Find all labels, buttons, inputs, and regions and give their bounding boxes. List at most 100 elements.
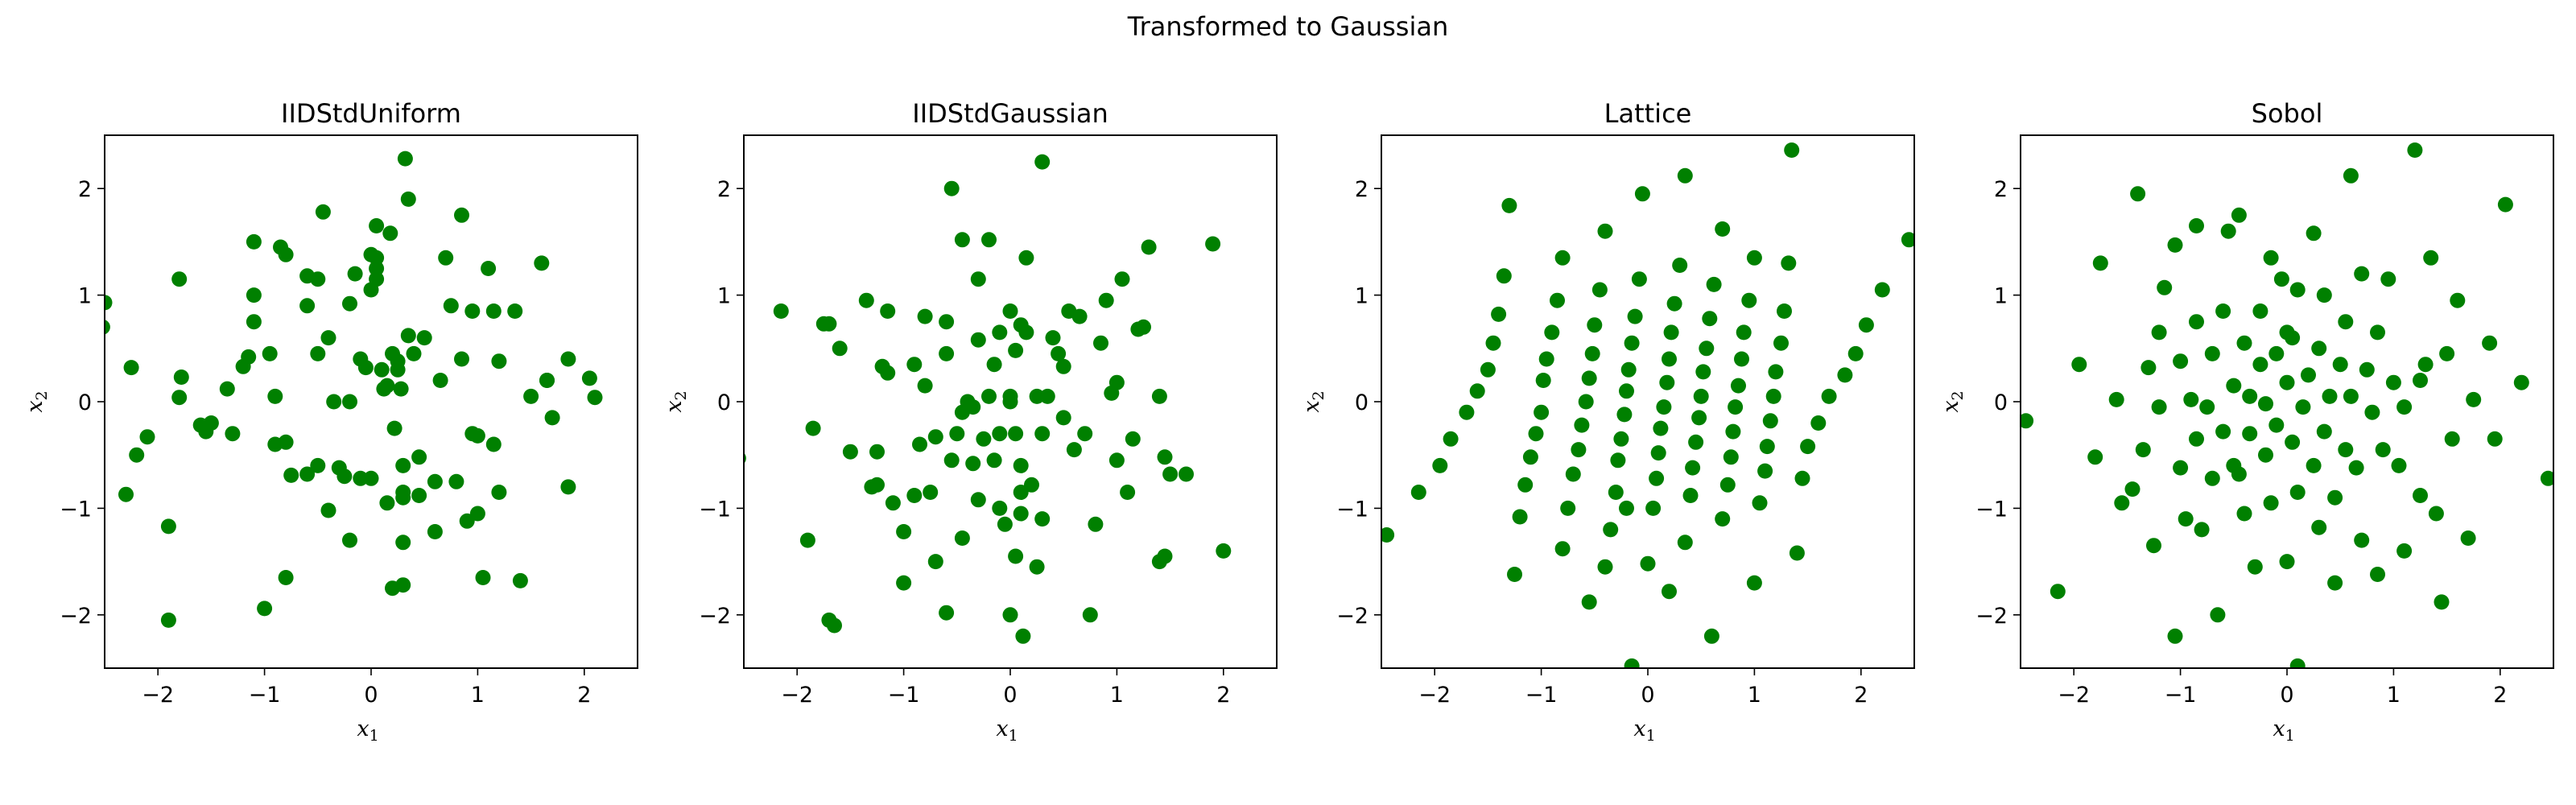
data-point	[2252, 357, 2268, 373]
data-point	[2189, 218, 2204, 233]
data-point	[2295, 399, 2311, 415]
data-point	[976, 431, 992, 447]
data-point	[2439, 345, 2455, 361]
data-point	[2236, 335, 2252, 351]
data-point	[2135, 442, 2151, 458]
y-tick-label: 1	[717, 284, 731, 309]
data-point	[1410, 485, 1426, 500]
data-point	[970, 332, 986, 348]
x-tick-label: 1	[1110, 683, 1124, 708]
data-point	[773, 303, 789, 319]
data-point	[1736, 324, 1752, 341]
y-tick-label: −2	[60, 604, 92, 629]
data-point	[491, 353, 507, 369]
y-axis-label-sub: 2	[672, 390, 690, 400]
data-point	[1837, 367, 1853, 383]
x-axis-label-sub: 1	[1646, 727, 1656, 745]
y-tick-label: 0	[1355, 390, 1368, 415]
data-point	[1741, 292, 1757, 308]
data-point	[1672, 258, 1688, 273]
data-point	[2236, 506, 2252, 522]
scatter-points	[744, 154, 1232, 644]
data-point	[2167, 237, 2183, 253]
y-tick-label: −2	[1336, 604, 1368, 629]
data-point	[2258, 447, 2273, 463]
data-point	[2231, 207, 2247, 223]
data-point	[2348, 460, 2364, 476]
data-point	[320, 502, 336, 518]
data-point	[129, 447, 145, 463]
data-point	[299, 298, 316, 314]
data-point	[459, 513, 475, 529]
data-point	[1685, 460, 1701, 476]
data-point	[1179, 466, 1194, 482]
data-point	[2380, 271, 2396, 287]
data-point	[1501, 197, 1517, 213]
x-axis-label-main: x	[996, 716, 1008, 741]
data-point	[1597, 559, 1613, 575]
data-point	[1702, 311, 1718, 327]
data-point	[2087, 449, 2103, 465]
data-point	[2021, 413, 2034, 429]
x-axis-label: x1	[1633, 716, 1655, 745]
data-point	[1024, 477, 1039, 493]
data-point	[1784, 142, 1800, 158]
data-point	[2513, 374, 2529, 390]
data-point	[1663, 324, 1679, 341]
data-point	[363, 470, 379, 486]
data-point	[869, 444, 885, 460]
data-point	[454, 351, 469, 367]
data-point	[2289, 658, 2306, 668]
scatter-points	[105, 151, 603, 628]
data-point	[2417, 357, 2434, 373]
data-point	[1114, 271, 1130, 287]
data-point	[1699, 341, 1715, 357]
y-axis-label-main: x	[1299, 400, 1324, 412]
subplot-grid: IIDStdUniform−2 −1 0 1 2−2−1012x1x2IIDStdGau…	[23, 98, 2554, 745]
data-point	[1205, 236, 1221, 252]
data-point	[481, 261, 497, 276]
data-point	[1725, 423, 1741, 440]
data-point	[1640, 555, 1656, 572]
data-point	[927, 429, 943, 445]
x-axis-label-sub: 1	[2285, 727, 2295, 745]
data-point	[2338, 314, 2354, 330]
data-point	[1587, 317, 1603, 333]
data-point	[1013, 506, 1029, 522]
data-point	[1715, 221, 1731, 237]
y-tick-label: −1	[1336, 497, 1368, 522]
x-tick-label: −2	[142, 683, 174, 708]
data-point	[2343, 388, 2359, 404]
data-point	[1677, 535, 1693, 551]
data-point	[1136, 319, 1151, 335]
y-tick-label: 2	[717, 177, 731, 202]
data-point	[943, 452, 960, 469]
data-point	[1619, 383, 1634, 399]
data-point	[246, 233, 262, 250]
data-point	[560, 351, 576, 367]
data-point	[173, 369, 189, 385]
data-point	[523, 388, 539, 404]
x-tick-label: 2	[2493, 683, 2507, 708]
data-point	[427, 524, 443, 539]
data-point	[869, 477, 885, 493]
data-point	[2215, 303, 2231, 319]
data-point	[2444, 431, 2460, 447]
data-point	[587, 390, 603, 406]
data-point	[400, 328, 416, 344]
data-point	[1821, 388, 1837, 404]
data-point	[1765, 388, 1781, 404]
data-point	[1544, 324, 1560, 341]
data-point	[880, 365, 896, 381]
data-point	[1108, 374, 1125, 390]
data-point	[1008, 548, 1024, 564]
data-point	[1656, 399, 1672, 415]
data-point	[1432, 457, 1448, 473]
data-point	[1619, 500, 1634, 516]
data-point	[1597, 223, 1613, 239]
data-point	[2279, 374, 2295, 390]
data-point	[1581, 594, 1597, 610]
data-point	[1653, 420, 1669, 436]
data-point	[1746, 250, 1762, 266]
data-point	[1777, 303, 1792, 319]
